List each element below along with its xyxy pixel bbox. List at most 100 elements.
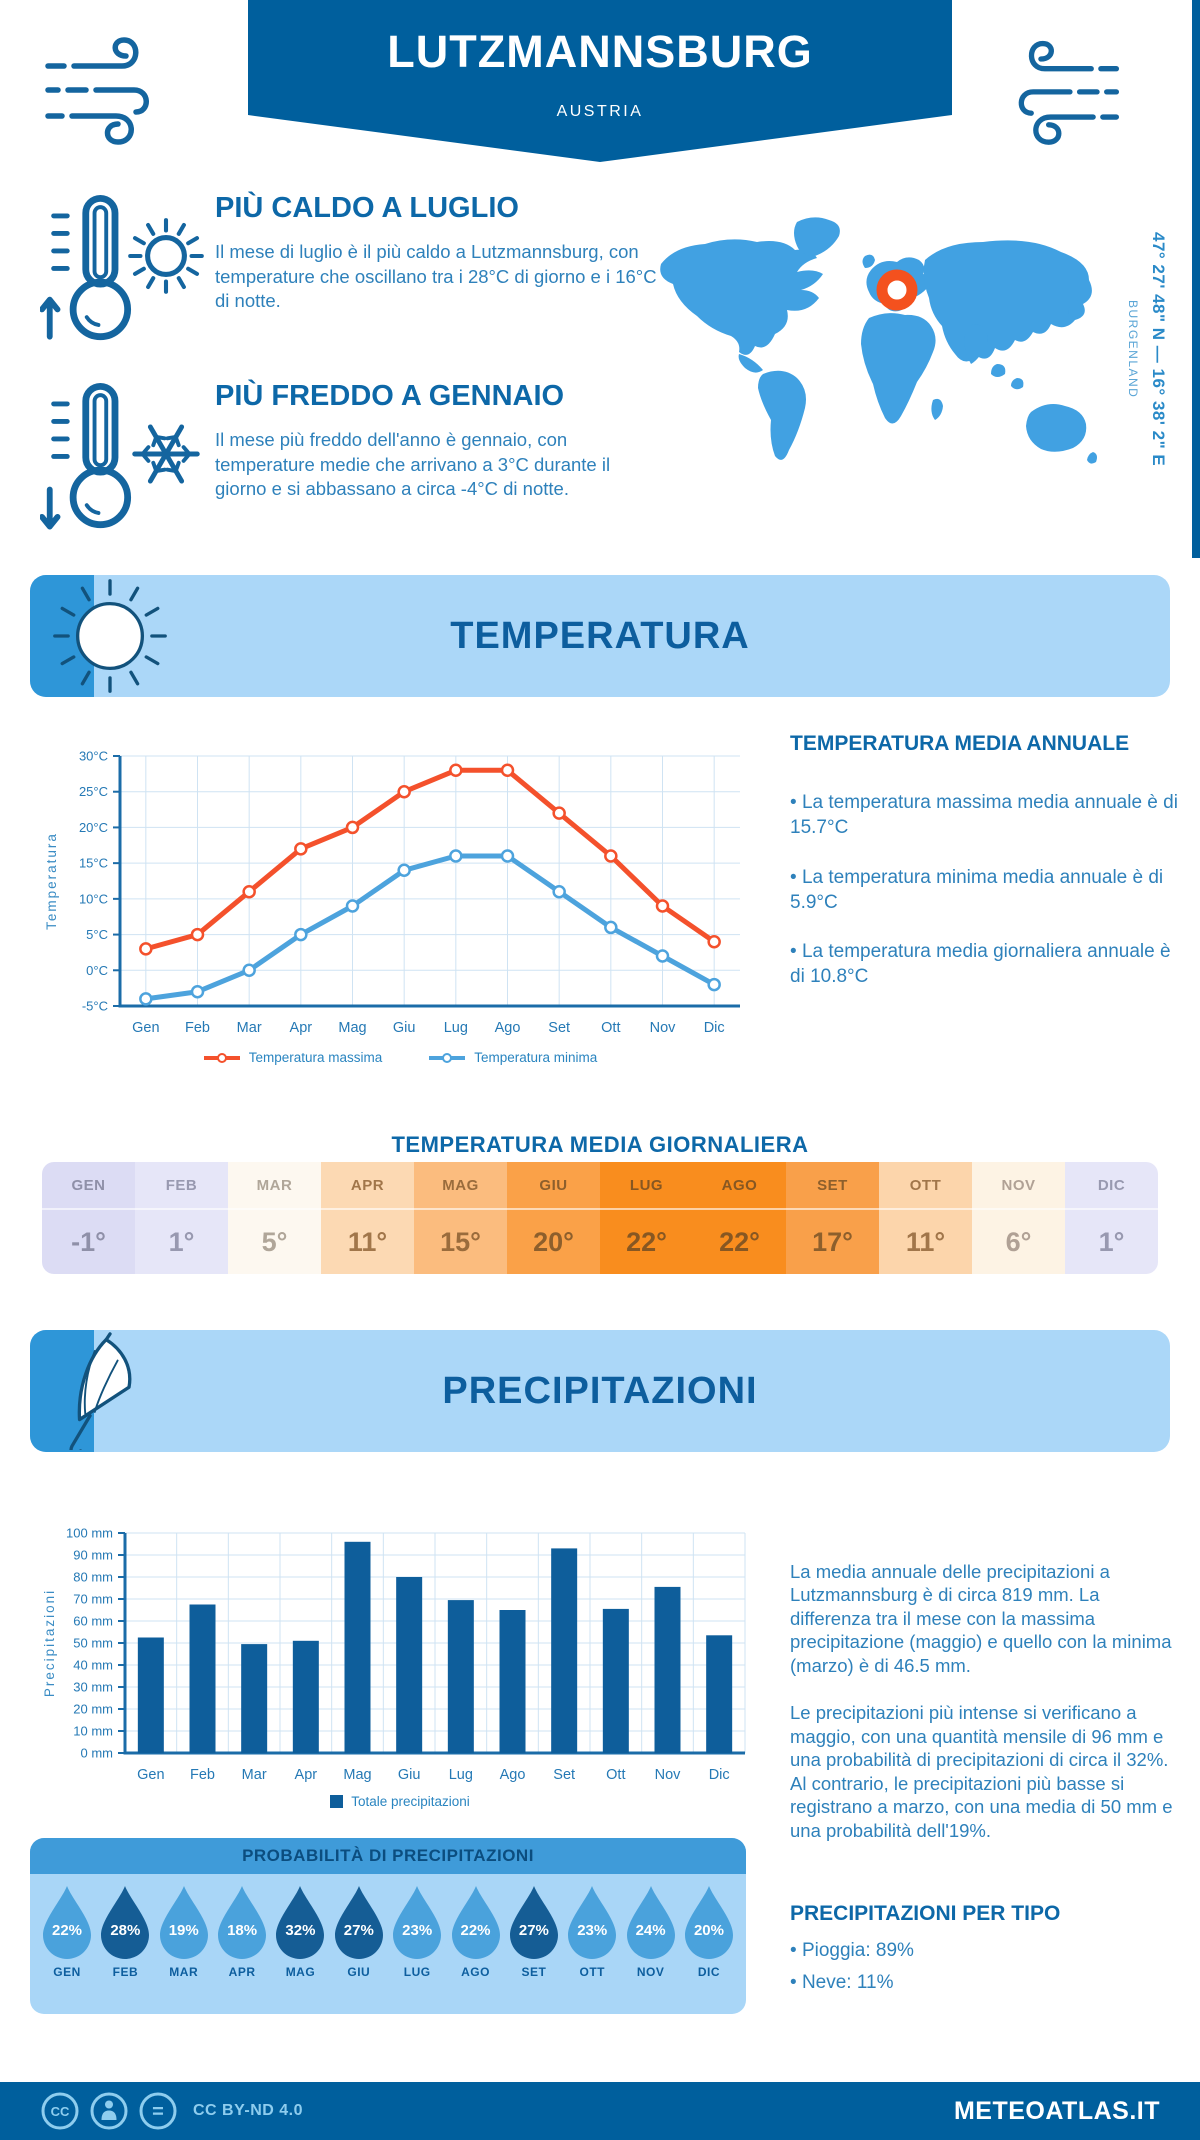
- precipitation-bar-chart: 0 mm 10 mm 20 mm 30 mm 40 mm 50 mm 60 mm 70 mm 8…: [42, 1526, 746, 1783]
- temperature-line-chart: -5°C 0°C 5°C 10°C 15°C 20°C 25°C 30°C Gen Feb Mar A…: [44, 749, 740, 1036]
- precipitation-probability-panel: PROBABILITÀ DI PRECIPITAZIONI 22% GEN 28% F…: [30, 1838, 746, 2014]
- probability-droplet: 23% OTT: [565, 1884, 619, 1979]
- table-temperature-value: 11°: [321, 1210, 414, 1274]
- svg-text:=: =: [152, 2101, 164, 2123]
- svg-text:Dic: Dic: [704, 1020, 725, 1036]
- svg-text:10 mm: 10 mm: [73, 1724, 113, 1739]
- cc-icon: CC: [41, 2092, 79, 2130]
- table-column: DIC 1°: [1065, 1162, 1158, 1274]
- droplet-icon: [626, 1886, 675, 1959]
- droplet-icon: [159, 1886, 208, 1959]
- droplet-month: AGO: [461, 1965, 490, 1979]
- table-column: MAG 15°: [414, 1162, 507, 1274]
- svg-text:Feb: Feb: [190, 1767, 215, 1783]
- table-temperature-value: 17°: [786, 1210, 879, 1274]
- legend-line-icon: [429, 1052, 466, 1063]
- svg-text:Apr: Apr: [295, 1767, 318, 1783]
- region-label: BURGENLAND: [1126, 299, 1140, 399]
- table-month-header: SET: [786, 1162, 879, 1210]
- location-coordinates: 47° 27' 48" N — 16° 38' 2" E BURGENLAND: [1126, 210, 1178, 488]
- svg-text:Mag: Mag: [338, 1020, 366, 1036]
- table-month-header: APR: [321, 1162, 414, 1210]
- droplet-month: OTT: [579, 1965, 605, 1979]
- svg-text:70 mm: 70 mm: [73, 1592, 113, 1607]
- svg-text:Gen: Gen: [132, 1020, 159, 1036]
- legend-line-icon: [203, 1052, 240, 1063]
- probability-droplet: 27% SET: [507, 1884, 561, 1979]
- svg-text:50 mm: 50 mm: [73, 1636, 113, 1651]
- table-column: APR 11°: [321, 1162, 414, 1274]
- table-column: GIU 20°: [507, 1162, 600, 1274]
- temperature-chart-legend: Temperatura massima Temperatura minima: [40, 1050, 760, 1065]
- svg-text:Set: Set: [553, 1767, 575, 1783]
- warm-highlight-text: Il mese di luglio è il più caldo a Lutzm…: [215, 241, 657, 312]
- probability-droplet: 23% LUG: [390, 1884, 444, 1979]
- probability-droplet: 28% FEB: [98, 1884, 152, 1979]
- droplet-percentage: 23%: [402, 1922, 433, 1939]
- precipitation-type-item: Neve: 11%: [790, 1972, 1182, 1994]
- annual-bullet: La temperatura massima media annuale è d…: [790, 790, 1178, 841]
- svg-text:0 mm: 0 mm: [81, 1746, 114, 1761]
- droplet-month: LUG: [403, 1965, 431, 1979]
- precipitation-by-type-block: PRECIPITAZIONI PER TIPO Pioggia: 89% Nev…: [790, 1902, 1182, 2004]
- droplet-month: GEN: [53, 1965, 81, 1979]
- legend-item: Temperatura minima: [428, 1050, 597, 1065]
- precipitation-section-banner: PRECIPITAZIONI: [30, 1330, 1170, 1452]
- precipitation-type-item: Pioggia: 89%: [790, 1940, 1182, 1962]
- temperature-section-title: TEMPERATURA: [450, 614, 750, 657]
- legend-item: Temperatura massima: [203, 1050, 382, 1065]
- droplet-icon: [334, 1886, 383, 1959]
- droplet-icon: [101, 1886, 150, 1959]
- svg-text:80 mm: 80 mm: [73, 1570, 113, 1585]
- page-title: LUTZMANNSBURG: [387, 26, 813, 77]
- svg-text:0°C: 0°C: [86, 963, 108, 978]
- probability-droplet: 22% GEN: [40, 1884, 94, 1979]
- table-month-header: AGO: [693, 1162, 786, 1210]
- table-month-header: GIU: [507, 1162, 600, 1210]
- droplet-icon: [568, 1886, 617, 1959]
- probability-droplet: 18% APR: [215, 1884, 269, 1979]
- table-temperature-value: -1°: [42, 1210, 135, 1274]
- svg-text:Set: Set: [548, 1020, 570, 1036]
- droplet-percentage: 27%: [518, 1922, 549, 1939]
- droplet-month: FEB: [112, 1965, 139, 1979]
- snowflake-icon: [132, 424, 200, 484]
- droplet-icon: [43, 1886, 91, 1959]
- precipitation-chart-block: 0 mm 10 mm 20 mm 30 mm 40 mm 50 mm 60 mm 70 mm 8…: [40, 1488, 760, 1828]
- precipitation-paragraph: Le precipitazioni più intense si verific…: [790, 1702, 1173, 1841]
- svg-text:Dic: Dic: [709, 1767, 730, 1783]
- table-month-header: GEN: [42, 1162, 135, 1210]
- svg-text:10°C: 10°C: [79, 891, 108, 906]
- table-month-header: MAR: [228, 1162, 321, 1210]
- coordinates-text: 47° 27' 48" N — 16° 38' 2" E: [1149, 231, 1168, 467]
- svg-text:20 mm: 20 mm: [73, 1702, 113, 1717]
- table-column: LUG 22°: [600, 1162, 693, 1274]
- probability-droplet: 19% MAR: [157, 1884, 211, 1979]
- table-temperature-value: 11°: [879, 1210, 972, 1274]
- annual-bullet: La temperatura media giornaliera annuale…: [790, 939, 1178, 990]
- svg-text:Temperatura: Temperatura: [44, 832, 59, 930]
- svg-text:Apr: Apr: [290, 1020, 313, 1036]
- probability-droplets-row: 22% GEN 28% FEB 19% MAR 18% APR 32% MAG 27% GIU 23% L…: [30, 1874, 746, 1979]
- svg-text:Gen: Gen: [137, 1767, 164, 1783]
- svg-text:Mar: Mar: [237, 1020, 262, 1036]
- page-subtitle: AUSTRIA: [556, 103, 644, 120]
- temperature-section-banner: TEMPERATURA: [30, 575, 1170, 697]
- sun-icon: [53, 579, 167, 693]
- footer: CC = CC BY-ND 4.0 METEOATLAS.IT: [0, 2082, 1200, 2140]
- svg-text:Giu: Giu: [393, 1020, 416, 1036]
- svg-text:Ott: Ott: [601, 1020, 620, 1036]
- table-month-header: MAG: [414, 1162, 507, 1210]
- svg-text:15°C: 15°C: [79, 856, 108, 871]
- svg-text:40 mm: 40 mm: [73, 1658, 113, 1673]
- table-temperature-value: 5°: [228, 1210, 321, 1274]
- droplet-icon: [276, 1886, 325, 1959]
- annual-temperature-title: TEMPERATURA MEDIA ANNUALE: [790, 732, 1130, 755]
- svg-text:Lug: Lug: [449, 1767, 473, 1783]
- svg-text:20°C: 20°C: [79, 820, 108, 835]
- droplet-icon: [684, 1886, 733, 1959]
- table-temperature-value: 20°: [507, 1210, 600, 1274]
- droplet-percentage: 24%: [635, 1922, 666, 1939]
- svg-text:Ago: Ago: [500, 1767, 526, 1783]
